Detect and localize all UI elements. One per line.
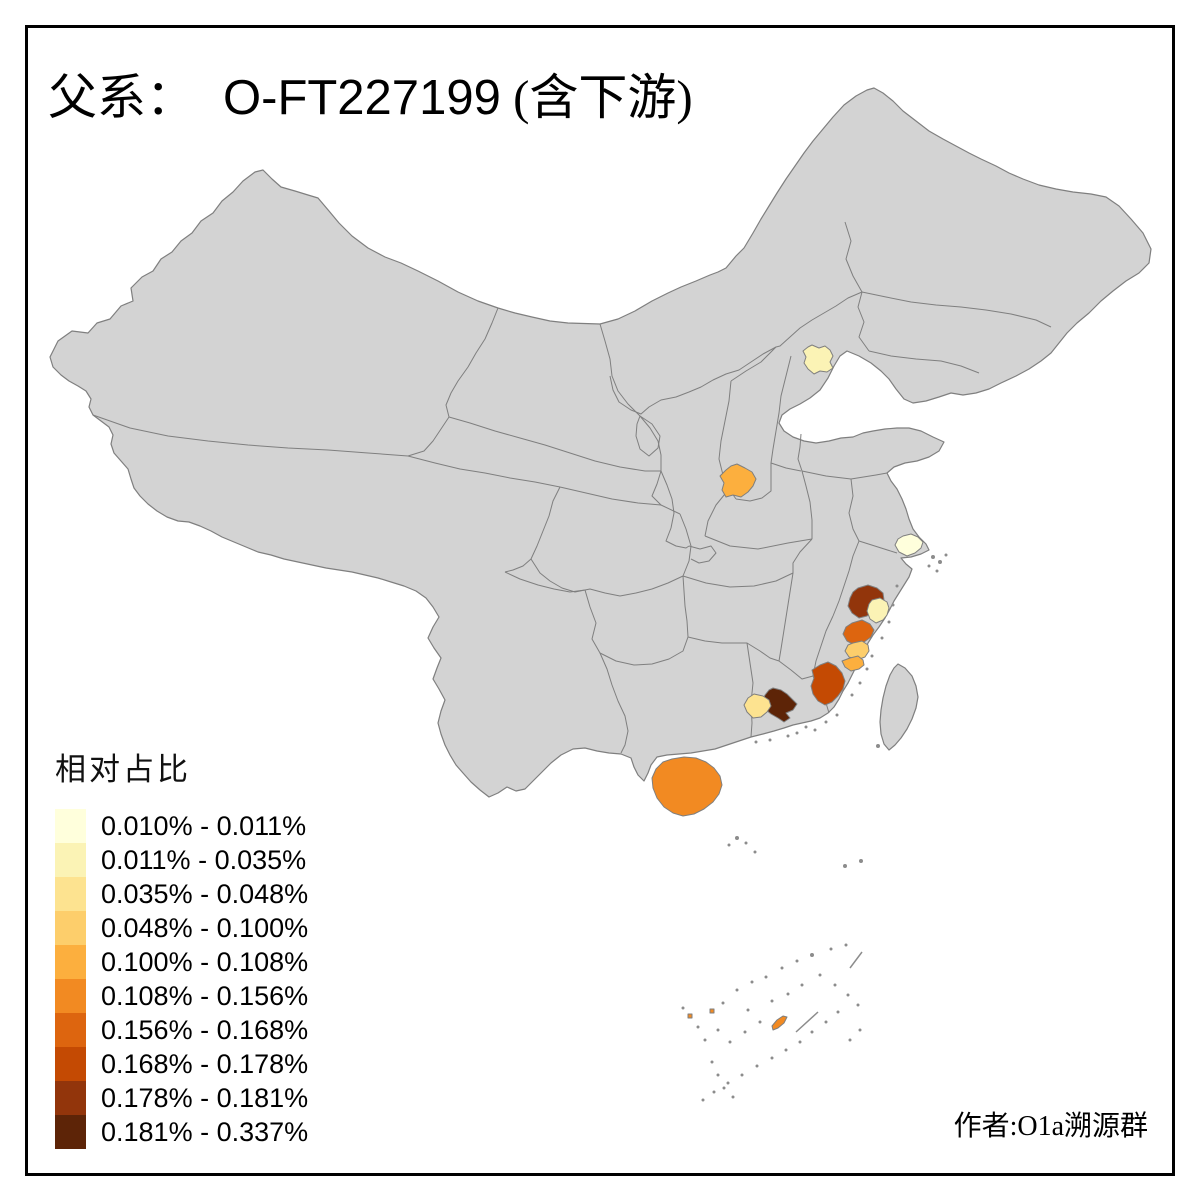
- legend: 相对占比 0.010% - 0.011% 0.011% - 0.035% 0.0…: [55, 744, 308, 1149]
- region-south-china-sea-island: [771, 1015, 788, 1031]
- highlighted-regions: [651, 344, 924, 1031]
- legend-row: 0.156% - 0.168%: [55, 1013, 308, 1047]
- island-chain-line: [849, 951, 863, 969]
- legend-swatch: [55, 877, 86, 911]
- legend-swatch: [55, 945, 86, 979]
- legend-label: 0.035% - 0.048%: [101, 878, 309, 909]
- legend-row: 0.108% - 0.156%: [55, 979, 308, 1013]
- region-scs-islet-b: [709, 1008, 715, 1014]
- legend-label: 0.178% - 0.181%: [101, 1082, 309, 1113]
- region-beijing: [802, 344, 834, 375]
- legend-row: 0.011% - 0.035%: [55, 843, 308, 877]
- region-fujian-quanzhou: [841, 655, 865, 672]
- region-fujian-zhangzhou: [810, 661, 846, 706]
- region-shanxi-south: [719, 463, 757, 498]
- legend-label: 0.011% - 0.035%: [101, 844, 307, 875]
- legend-label: 0.108% - 0.156%: [101, 980, 309, 1011]
- region-hainan: [651, 756, 723, 817]
- title-haplogroup: O-FT227199: [223, 71, 501, 125]
- legend-row: 0.010% - 0.011%: [55, 809, 308, 843]
- region-guangdong-west: [743, 693, 772, 719]
- legend-swatch: [55, 1115, 86, 1149]
- legend-row: 0.035% - 0.048%: [55, 877, 308, 911]
- taiwan-shape: [879, 663, 919, 751]
- legend-label: 0.100% - 0.108%: [101, 946, 309, 977]
- legend-swatch: [55, 1081, 86, 1115]
- legend-row: 0.178% - 0.181%: [55, 1081, 308, 1115]
- region-shanghai: [894, 533, 924, 557]
- title-prefix: 父系：: [48, 70, 196, 125]
- map-title: 父系： O-FT227199 (含下游): [48, 58, 693, 129]
- legend-row: 0.168% - 0.178%: [55, 1047, 308, 1081]
- legend-label: 0.010% - 0.011%: [101, 810, 307, 841]
- legend-label: 0.168% - 0.178%: [101, 1048, 309, 1079]
- legend-swatch: [55, 1047, 86, 1081]
- mainland-china-shape: [49, 87, 1152, 798]
- legend-label: 0.156% - 0.168%: [101, 1014, 309, 1045]
- legend-row: 0.048% - 0.100%: [55, 911, 308, 945]
- island-chain-line: [795, 1011, 819, 1033]
- plot-border-frame: [25, 25, 1175, 1176]
- legend-swatch: [55, 809, 86, 843]
- legend-swatch: [55, 911, 86, 945]
- legend-label: 0.048% - 0.100%: [101, 912, 309, 943]
- region-zhejiang-east: [866, 597, 890, 624]
- legend-swatch: [55, 843, 86, 877]
- legend-label: 0.181% - 0.337%: [101, 1116, 309, 1147]
- legend-row: 0.100% - 0.108%: [55, 945, 308, 979]
- title-suffix: (含下游): [513, 70, 693, 125]
- author-attribution: 作者:O1a溯源群: [953, 1111, 1148, 1142]
- legend-swatch: [55, 1013, 86, 1047]
- island-specks: [681, 553, 948, 1102]
- legend-title: 相对占比: [55, 752, 191, 787]
- legend-swatch: [55, 979, 86, 1013]
- region-scs-islet-a: [687, 1013, 693, 1019]
- legend-row: 0.181% - 0.337%: [55, 1115, 308, 1149]
